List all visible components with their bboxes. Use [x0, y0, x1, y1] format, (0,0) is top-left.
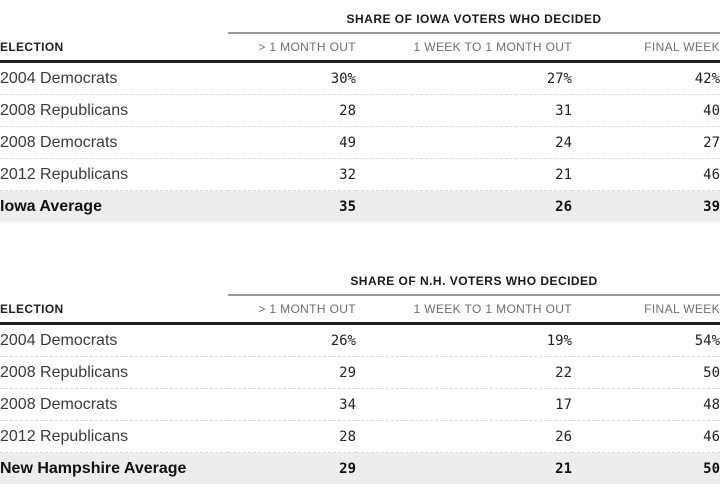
iowa-column-header-1-week-to-1-month-out: 1 WEEK TO 1 MONTH OUT: [356, 33, 572, 63]
iowa-column-header-final-week: FINAL WEEK: [572, 33, 720, 63]
cell-value: 27: [572, 126, 720, 159]
cell-value: 22: [356, 356, 572, 389]
nh-average-row: New Hampshire Average 29 21 50: [0, 452, 720, 484]
iowa-span-header-row: SHARE OF IOWA VOTERS WHO DECIDED: [0, 0, 720, 34]
cell-value: 21: [356, 158, 572, 191]
row-label: 2012 Republicans: [0, 420, 228, 453]
iowa-average-row: Iowa Average 35 26 39: [0, 190, 720, 222]
cell-value: 26: [356, 190, 572, 222]
nh-span-header-row: SHARE OF N.H. VOTERS WHO DECIDED: [0, 262, 720, 296]
cell-value: 32: [228, 158, 356, 191]
iowa-column-header-gt-1-month-out: > 1 MONTH OUT: [228, 33, 356, 63]
cell-value: 24: [356, 126, 572, 159]
nh-span-header-spacer: [0, 262, 228, 295]
table-row: 2008 Republicans 29 22 50: [0, 356, 720, 389]
table-row: 2004 Democrats 30% 27% 42%: [0, 62, 720, 95]
nh-column-header-gt-1-month-out: > 1 MONTH OUT: [228, 295, 356, 325]
iowa-decided-table: SHARE OF IOWA VOTERS WHO DECIDED ELECTIO…: [0, 0, 720, 222]
cell-value: 46: [572, 158, 720, 191]
nh-column-header-election: ELECTION: [0, 295, 228, 325]
row-label: 2004 Democrats: [0, 331, 118, 349]
nh-column-header-1-week-to-1-month-out: 1 WEEK TO 1 MONTH OUT: [356, 295, 572, 325]
cell-value: 29: [228, 356, 356, 389]
cell-value: 34: [228, 388, 356, 421]
nh-decided-table: SHARE OF N.H. VOTERS WHO DECIDED ELECTIO…: [0, 262, 720, 484]
cell-value: 28: [228, 420, 356, 453]
row-label: 2004 Democrats: [0, 69, 118, 87]
table-row: 2008 Democrats 34 17 48: [0, 388, 720, 421]
cell-value: 19%: [546, 332, 572, 349]
cell-value: 49: [228, 126, 356, 159]
cell-value: 28: [228, 94, 356, 127]
row-label: 2008 Democrats: [0, 388, 228, 421]
cell-value: 40: [572, 94, 720, 127]
cell-value: 30%: [330, 70, 356, 87]
iowa-span-header-spacer: [0, 0, 228, 33]
cell-value: 29: [228, 452, 356, 484]
cell-value: 50: [572, 356, 720, 389]
table-row: 2012 Republicans 28 26 46: [0, 420, 720, 453]
row-label: Iowa Average: [0, 190, 228, 222]
row-label: 2008 Republicans: [0, 94, 228, 127]
cell-value: 26: [356, 420, 572, 453]
table-row: 2008 Republicans 28 31 40: [0, 94, 720, 127]
cell-value: 27%: [546, 70, 572, 87]
table-row: 2008 Democrats 49 24 27: [0, 126, 720, 159]
row-label: 2012 Republicans: [0, 158, 228, 191]
nh-column-header-row: ELECTION > 1 MONTH OUT 1 WEEK TO 1 MONTH…: [0, 295, 720, 325]
cell-value: 42%: [694, 70, 720, 87]
iowa-column-header-election: ELECTION: [0, 33, 228, 63]
cell-value: 35: [228, 190, 356, 222]
nh-span-title: SHARE OF N.H. VOTERS WHO DECIDED: [228, 262, 720, 296]
iowa-span-title: SHARE OF IOWA VOTERS WHO DECIDED: [228, 0, 720, 34]
cell-value: 17: [356, 388, 572, 421]
row-label: 2008 Democrats: [0, 126, 228, 159]
cell-value: 54%: [694, 332, 720, 349]
iowa-column-header-row: ELECTION > 1 MONTH OUT 1 WEEK TO 1 MONTH…: [0, 33, 720, 63]
nh-column-header-final-week: FINAL WEEK: [572, 295, 720, 325]
cell-value: 50: [572, 452, 720, 484]
row-label: 2008 Republicans: [0, 356, 228, 389]
cell-value: 26%: [330, 332, 356, 349]
row-label: New Hampshire Average: [0, 452, 228, 484]
cell-value: 46: [572, 420, 720, 453]
table-row: 2012 Republicans 32 21 46: [0, 158, 720, 191]
cell-value: 39: [572, 190, 720, 222]
cell-value: 31: [356, 94, 572, 127]
cell-value: 21: [356, 452, 572, 484]
table-row: 2004 Democrats 26% 19% 54%: [0, 324, 720, 357]
cell-value: 48: [572, 388, 720, 421]
